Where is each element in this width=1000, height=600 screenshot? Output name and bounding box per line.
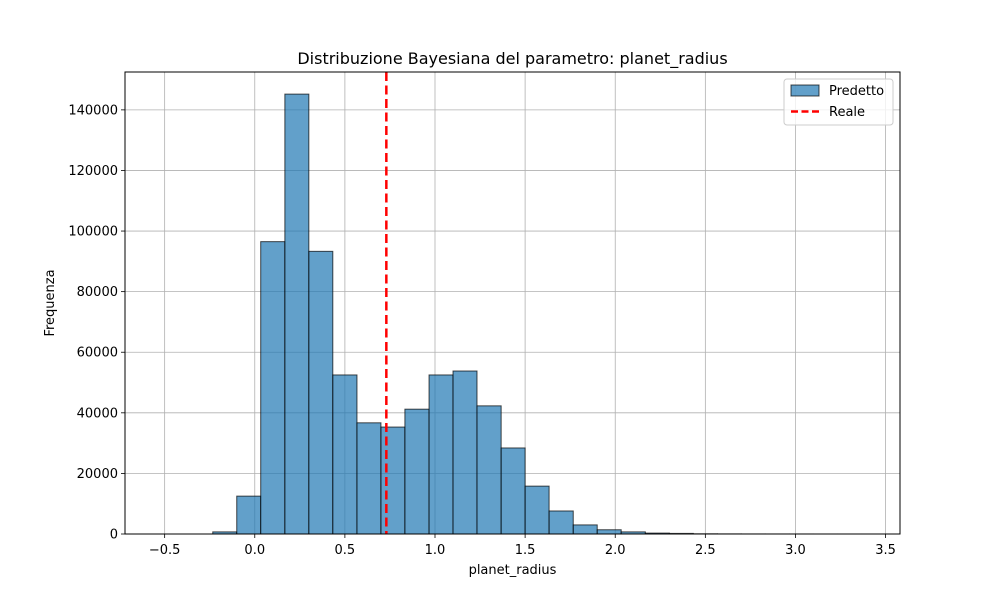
y-tick-label: 20000 <box>77 467 118 482</box>
histogram-bar <box>404 408 430 535</box>
x-tick-label: −0.5 <box>149 543 181 558</box>
y-axis-title: Frequenza <box>43 269 58 336</box>
y-tick-label: 120000 <box>68 164 118 179</box>
histogram-bar <box>452 370 478 535</box>
y-tick-label: 100000 <box>68 225 118 240</box>
histogram-bars <box>212 93 887 535</box>
y-tick-label: 140000 <box>68 103 118 118</box>
legend-label-reale: Reale <box>829 105 865 120</box>
y-tick-label: 0 <box>110 528 118 543</box>
histogram-bar <box>356 422 382 535</box>
histogram-bar <box>500 447 526 535</box>
plot-frame <box>124 71 901 535</box>
legend: Predetto Reale <box>783 78 894 126</box>
x-tick-label: 0.0 <box>244 543 265 558</box>
x-tick-label: 3.0 <box>785 543 806 558</box>
histogram-bar <box>428 374 454 535</box>
x-tick-label: 3.5 <box>875 543 896 558</box>
x-tick-label: 1.5 <box>515 543 536 558</box>
histogram-bar <box>236 495 262 535</box>
histogram-bar <box>596 529 622 535</box>
histogram-bar <box>260 241 286 535</box>
x-tick-label: 1.0 <box>425 543 446 558</box>
histogram-bar <box>284 93 310 535</box>
y-tick-label: 40000 <box>77 406 118 421</box>
histogram-bar <box>380 426 406 535</box>
y-tick-label: 60000 <box>77 346 118 361</box>
y-axis: 0 20000 40000 60000 80000 100000 120000 140000 <box>68 103 125 543</box>
legend-swatch-predetto <box>790 84 820 97</box>
x-tick-label: 2.0 <box>605 543 626 558</box>
chart-title: Distribuzione Bayesiana del parametro: p… <box>297 49 727 69</box>
x-tick-label: 2.5 <box>695 543 716 558</box>
histogram-bar <box>572 524 598 535</box>
x-axis-title: planet_radius <box>469 563 557 578</box>
x-axis: −0.5 0.0 0.5 1.0 1.5 2.0 2.5 3.0 3.5 <box>149 534 896 558</box>
y-tick-label: 80000 <box>77 285 118 300</box>
histogram-bar <box>308 250 334 535</box>
histogram-bar <box>548 510 574 535</box>
x-tick-label: 0.5 <box>335 543 356 558</box>
histogram-bar <box>476 405 502 535</box>
legend-label-predetto: Predetto <box>829 84 884 99</box>
histogram-bar <box>524 485 550 535</box>
histogram-bar <box>332 374 358 535</box>
